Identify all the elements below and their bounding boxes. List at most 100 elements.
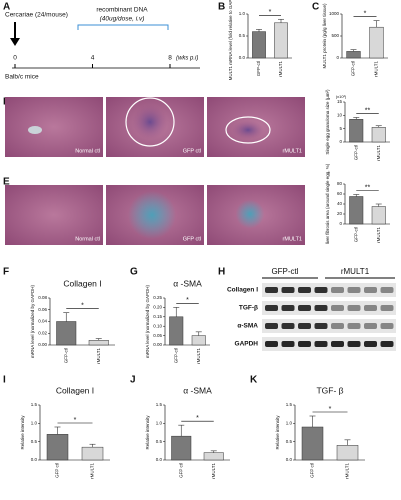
x-tick-label: GFP-ctl: [173, 348, 178, 363]
y-tick-label: 0.06: [38, 307, 47, 312]
significance-label: *: [364, 10, 367, 17]
timeline-tick-label: 8: [168, 55, 172, 62]
granuloma-outline: [125, 97, 175, 147]
bar: [336, 445, 359, 461]
x-tick-label: rMULT1: [90, 463, 95, 479]
bar: [371, 127, 386, 143]
y-tick-label: 0.5: [286, 439, 293, 444]
y-tick-label: 0.04: [38, 319, 47, 324]
fibrosis: [122, 185, 182, 245]
blot-band: [380, 341, 394, 347]
chart-title: Collagen I: [56, 385, 94, 395]
micrograph-label: Normal ctl: [75, 236, 100, 242]
blot-strip: [262, 319, 396, 333]
infection-label: Cercariae (24/mouse): [5, 12, 68, 19]
blot-band: [380, 323, 394, 329]
granuloma-outline: [225, 116, 271, 144]
panel-label: E: [3, 177, 10, 188]
blot-group: rMULT1: [341, 267, 370, 276]
y-tick-label: 0.20: [153, 305, 162, 310]
panel-label: K: [250, 375, 258, 386]
y-tick-label: 0.5: [156, 439, 163, 444]
panel-label: B: [218, 2, 225, 13]
blot-band: [364, 341, 377, 347]
blot-band: [314, 287, 328, 293]
blot-band: [347, 323, 361, 329]
panel-label: G: [130, 267, 138, 278]
y-tick-label: 1.0: [31, 421, 38, 426]
x-tick-label: GFP-ctl: [351, 61, 356, 76]
micrograph: [5, 185, 103, 245]
fibrosis: [232, 196, 268, 232]
y-axis-label: mRNA level (normalized by GAPDH): [145, 284, 150, 358]
significance-label: **: [365, 184, 371, 191]
panel-label: H: [218, 267, 225, 278]
y-axis-label: Relative intensity: [145, 415, 150, 450]
y-tick-label: 0.10: [153, 323, 162, 328]
bar: [171, 435, 192, 461]
blot-row-label: α-SMA: [237, 323, 258, 330]
y-tick-label: 0.0: [156, 457, 163, 462]
granuloma: [128, 100, 172, 144]
bar: [371, 206, 386, 225]
x-tick-label: rMULT1: [96, 348, 101, 364]
y-tick-label: 0: [339, 221, 342, 226]
significance-label: *: [81, 303, 84, 310]
blot-strip: [262, 337, 396, 351]
blot-strip: [262, 301, 396, 315]
x-tick-label: GFP ctl: [178, 463, 183, 478]
y-tick-label: 500: [331, 33, 339, 38]
blot-band: [364, 323, 377, 329]
y-tick-label: 40: [337, 201, 343, 206]
bar: [46, 434, 69, 461]
blot-band: [347, 305, 361, 311]
blot-band: [331, 305, 344, 311]
blot-row-label: Collagen I: [227, 287, 258, 294]
significance-label: *: [329, 406, 332, 413]
timeline-tick-label: 4: [91, 55, 95, 62]
y-tick-label: 5: [339, 126, 342, 131]
y-axis-label: MULT1 protein (pg/g liver tissue): [322, 3, 327, 68]
x-tick-label: GFP-ctl: [353, 227, 358, 242]
significance-label: *: [74, 417, 77, 424]
timeline-unit: (wks p.i): [176, 56, 198, 62]
micrograph-label: GFP ctl: [183, 236, 201, 242]
y-tick-label: 10: [337, 113, 343, 118]
y-tick-label: 15: [337, 99, 343, 104]
treatment-label: recombinant DNA: [96, 7, 148, 14]
y-tick-label: 1.0: [156, 421, 163, 426]
y-tick-label: 1.5: [156, 402, 163, 407]
significance-label: **: [365, 107, 371, 114]
micrograph-label: GFP ctl: [183, 148, 201, 154]
blot-band: [331, 341, 344, 347]
blot-band: [281, 341, 295, 347]
blot-band: [265, 305, 278, 311]
x-tick-label: rMULT1: [196, 348, 201, 364]
y-axis-label: mRNA level (normalized by GAPDH): [30, 284, 35, 358]
bar: [301, 426, 324, 461]
y-axis-label: liver fibrosis area (around single egg, …: [325, 163, 330, 244]
x-tick-label: GFP ctl: [55, 463, 60, 478]
y-tick-label: 60: [337, 191, 343, 196]
y-tick-label: 0.0: [286, 457, 293, 462]
granuloma: [228, 118, 268, 142]
panel-label: A: [3, 2, 10, 13]
chart-title: α -SMA: [173, 278, 202, 288]
blot-band: [380, 305, 394, 311]
x-tick-label: rMULT1: [374, 61, 379, 77]
y-axis-label: MULT1 mRNA level (fold relative to GAPDH…: [228, 0, 233, 80]
x-tick-label: GFP-ctl: [353, 145, 358, 160]
chart-title: TGF- β: [316, 385, 343, 395]
x-tick-label: rMULT1: [211, 463, 216, 479]
y-tick-label: 0.08: [38, 295, 47, 300]
blot-band: [314, 305, 328, 311]
chart-title: Collagen I: [63, 278, 101, 288]
bar: [56, 321, 77, 346]
blot-band: [281, 305, 295, 311]
blot-band: [298, 341, 311, 347]
micrographs: [5, 97, 305, 245]
treatment-bracket: [77, 24, 169, 30]
blot-band: [265, 287, 278, 293]
bar: [88, 340, 109, 346]
blot-band: [265, 341, 278, 347]
